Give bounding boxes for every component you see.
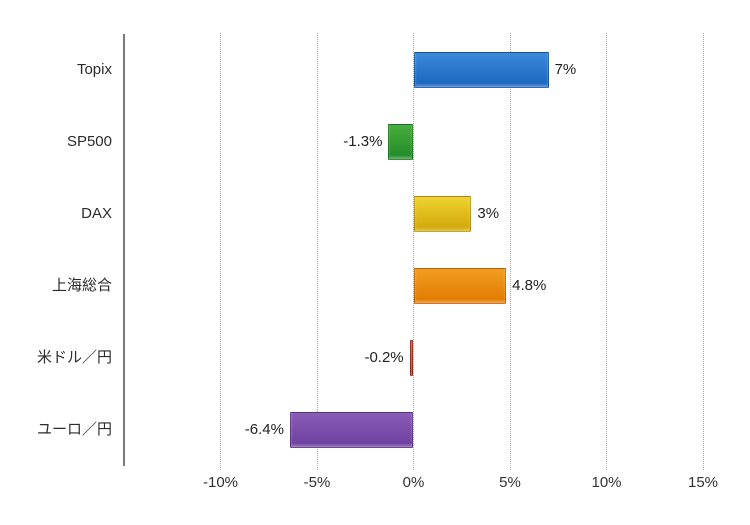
bar-- <box>289 412 414 448</box>
x-tick-label--10%: -10% <box>202 474 239 491</box>
x-tick-label--5%: -5% <box>303 474 331 491</box>
category-axis-line <box>123 34 125 466</box>
category-label-bar--: 上海総合 <box>51 277 112 294</box>
value-label-bar--: -6.4% <box>244 421 284 438</box>
category-label-bar--: ユーロ／円 <box>36 421 112 438</box>
value-label-bar-sp500: -1.3% <box>343 133 383 150</box>
bar-- <box>413 268 507 304</box>
gridline-10% <box>606 33 607 470</box>
gridline-15% <box>702 33 704 470</box>
x-tick-label-10%: 10% <box>591 474 622 491</box>
gridline-0% <box>413 33 414 470</box>
gridline--10% <box>220 33 221 470</box>
bar-topix <box>413 52 549 88</box>
x-tick-label-0%: 0% <box>402 474 425 491</box>
category-label-bar-sp500: SP500 <box>66 133 112 150</box>
x-tick-label-15%: 15% <box>687 474 719 491</box>
category-label-bar-dax: DAX <box>81 205 112 222</box>
value-label-bar-topix: 7% <box>554 61 577 78</box>
category-label-bar-topix: Topix <box>76 61 112 78</box>
value-label-bar--: -0.2% <box>364 349 404 366</box>
gridline-5% <box>509 33 511 470</box>
value-label-bar-dax: 3% <box>477 205 500 222</box>
bar-- <box>409 340 414 376</box>
bar-dax <box>413 196 472 232</box>
bar-sp500 <box>388 124 414 160</box>
category-label-bar--: 米ドル／円 <box>36 349 112 366</box>
gridline--5% <box>316 33 318 470</box>
value-label-bar--: 4.8% <box>512 277 547 294</box>
x-tick-label-5%: 5% <box>499 474 521 491</box>
